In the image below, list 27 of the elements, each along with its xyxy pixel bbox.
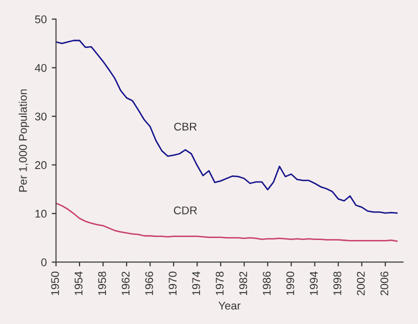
x-tick-label: 1974 bbox=[192, 271, 200, 296]
x-tick-label: 1990 bbox=[286, 272, 294, 296]
x-tick-label: 1970 bbox=[168, 272, 177, 296]
x-tick-label: 2006 bbox=[380, 272, 388, 296]
y-tick-label: 50 bbox=[35, 15, 47, 24]
x-tick-label: 1950 bbox=[51, 272, 59, 296]
x-tick-label: 1954 bbox=[74, 271, 83, 296]
series-label: CDR bbox=[174, 206, 197, 214]
x-tick-label: 1962 bbox=[122, 272, 130, 296]
line-series bbox=[56, 202, 398, 242]
line-series bbox=[56, 40, 398, 214]
series-label: CBR bbox=[174, 122, 197, 131]
y-axis-title: Per 1,000 Population bbox=[18, 89, 30, 192]
x-axis-title: Year bbox=[218, 302, 241, 310]
y-tick-label: 0 bbox=[41, 258, 47, 266]
x-tick-label: 1986 bbox=[262, 272, 271, 296]
x-tick-label: 1982 bbox=[239, 272, 248, 296]
y-tick-label: 10 bbox=[35, 210, 47, 218]
x-tick-label: 1966 bbox=[145, 272, 154, 296]
y-tick-label: 30 bbox=[35, 112, 47, 120]
x-tick-label: 1958 bbox=[98, 272, 106, 296]
y-tick-label: 40 bbox=[34, 64, 47, 72]
x-tick-label: 2002 bbox=[356, 272, 365, 296]
x-tick-label: 1994 bbox=[310, 271, 318, 296]
x-tick-label: 1998 bbox=[333, 272, 342, 296]
x-tick-label: 1978 bbox=[216, 272, 224, 296]
y-tick-label: 20 bbox=[35, 161, 47, 170]
